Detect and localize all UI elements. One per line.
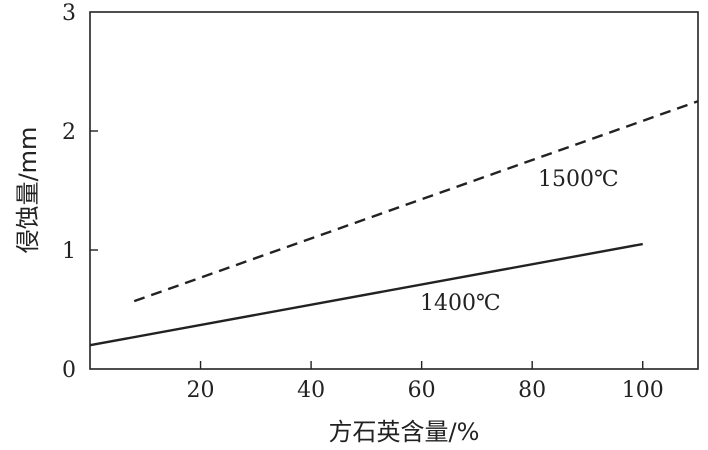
y-tick-label: 3	[62, 1, 76, 26]
x-tick-label: 80	[518, 378, 546, 403]
series-label: 1500℃	[538, 167, 619, 192]
ticks: 20 40 60 80 100 0 1 2 3	[62, 1, 664, 403]
y-tick-label: 0	[62, 358, 76, 383]
series-group	[89, 100, 699, 347]
series-label: 1400℃	[420, 291, 501, 316]
x-axis-label: 方石英含量/%	[329, 418, 480, 446]
x-tick-label: 20	[187, 378, 215, 403]
x-tick-label: 40	[297, 378, 325, 403]
plot-frame	[89, 11, 699, 370]
x-tick-label: 100	[622, 378, 664, 403]
labels-group: 1500℃ 1400℃	[420, 167, 619, 316]
series-line-1500c	[133, 100, 699, 303]
y-tick-label: 2	[62, 120, 76, 145]
y-tick-label: 1	[62, 239, 76, 264]
series-line-1400c	[89, 242, 643, 347]
y-axis-label: 侵蚀量/mm	[14, 127, 42, 254]
x-tick-label: 60	[408, 378, 436, 403]
